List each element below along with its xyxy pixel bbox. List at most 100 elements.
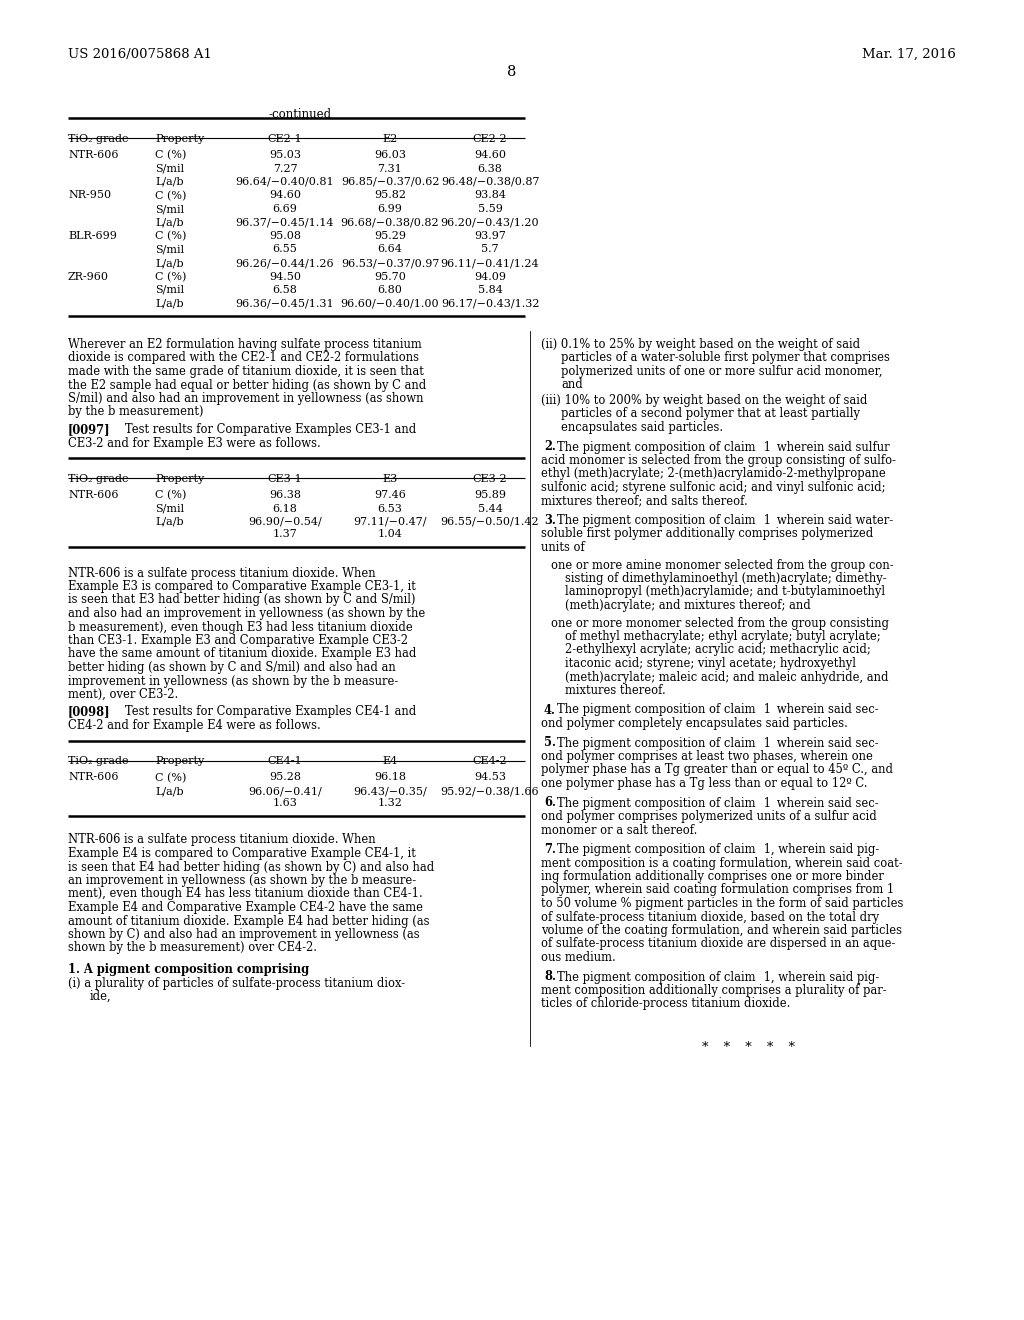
Text: The pigment composition of claim   1  wherein said sec-: The pigment composition of claim 1 where… [557, 737, 879, 750]
Text: 95.89: 95.89 [474, 490, 506, 500]
Text: TiO₂ grade: TiO₂ grade [68, 474, 128, 484]
Text: of sulfate-process titanium dioxide, based on the total dry: of sulfate-process titanium dioxide, bas… [541, 911, 880, 924]
Text: 6.58: 6.58 [272, 285, 297, 294]
Text: (i) a plurality of particles of sulfate-process titanium diox-: (i) a plurality of particles of sulfate-… [68, 977, 406, 990]
Text: and also had an improvement in yellowness (as shown by the: and also had an improvement in yellownes… [68, 607, 425, 620]
Text: 96.03: 96.03 [374, 150, 406, 160]
Text: NTR-606 is a sulfate process titanium dioxide. When: NTR-606 is a sulfate process titanium di… [68, 833, 376, 846]
Text: The pigment composition of claim   1, wherein said pig-: The pigment composition of claim 1, wher… [557, 970, 880, 983]
Text: 8.: 8. [544, 970, 556, 983]
Text: 6.: 6. [544, 796, 556, 809]
Text: ticles of chloride-process titanium dioxide.: ticles of chloride-process titanium diox… [541, 998, 791, 1011]
Text: mixtures thereof.: mixtures thereof. [565, 684, 666, 697]
Text: encapsulates said particles.: encapsulates said particles. [561, 421, 723, 434]
Text: 96.11/−0.41/1.24: 96.11/−0.41/1.24 [440, 257, 540, 268]
Text: is seen that E4 had better hiding (as shown by C) and also had: is seen that E4 had better hiding (as sh… [68, 861, 434, 874]
Text: 96.48/−0.38/0.87: 96.48/−0.38/0.87 [440, 177, 540, 187]
Text: 6.69: 6.69 [272, 205, 297, 214]
Text: of methyl methacrylate; ethyl acrylate; butyl acrylate;: of methyl methacrylate; ethyl acrylate; … [565, 630, 881, 643]
Text: 94.60: 94.60 [269, 190, 301, 201]
Text: 5.7: 5.7 [481, 244, 499, 255]
Text: L/a/b: L/a/b [155, 517, 183, 527]
Text: 94.50: 94.50 [269, 272, 301, 281]
Text: an improvement in yellowness (as shown by the b measure-: an improvement in yellowness (as shown b… [68, 874, 416, 887]
Text: Wherever an E2 formulation having sulfate process titanium: Wherever an E2 formulation having sulfat… [68, 338, 422, 351]
Text: 6.55: 6.55 [272, 244, 297, 255]
Text: L/a/b: L/a/b [155, 218, 183, 227]
Text: [0097]: [0097] [68, 422, 111, 436]
Text: amount of titanium dioxide. Example E4 had better hiding (as: amount of titanium dioxide. Example E4 h… [68, 915, 429, 928]
Text: C (%): C (%) [155, 772, 186, 783]
Text: 95.70: 95.70 [374, 272, 406, 281]
Text: 6.18: 6.18 [272, 503, 297, 513]
Text: 1.63: 1.63 [272, 799, 297, 808]
Text: (meth)acrylate; maleic acid; and maleic anhydride, and: (meth)acrylate; maleic acid; and maleic … [565, 671, 889, 684]
Text: than CE3-1. Example E3 and Comparative Example CE3-2: than CE3-1. Example E3 and Comparative E… [68, 634, 408, 647]
Text: 1.04: 1.04 [378, 529, 402, 539]
Text: 6.53: 6.53 [378, 503, 402, 513]
Text: 1.37: 1.37 [272, 529, 297, 539]
Text: The pigment composition of claim   1, wherein said pig-: The pigment composition of claim 1, wher… [557, 843, 880, 855]
Text: is seen that E3 had better hiding (as shown by C and S/mil): is seen that E3 had better hiding (as sh… [68, 594, 416, 606]
Text: CE2-1: CE2-1 [267, 135, 302, 144]
Text: The pigment composition of claim   1  wherein said sulfur: The pigment composition of claim 1 where… [557, 441, 890, 454]
Text: units of: units of [541, 541, 585, 554]
Text: 7.27: 7.27 [272, 164, 297, 173]
Text: 95.82: 95.82 [374, 190, 406, 201]
Text: 94.60: 94.60 [474, 150, 506, 160]
Text: 1.32: 1.32 [378, 799, 402, 808]
Text: polymer phase has a Tg greater than or equal to 45º C., and: polymer phase has a Tg greater than or e… [541, 763, 893, 776]
Text: 2-ethylhexyl acrylate; acrylic acid; methacrylic acid;: 2-ethylhexyl acrylate; acrylic acid; met… [565, 644, 870, 656]
Text: made with the same grade of titanium dioxide, it is seen that: made with the same grade of titanium dio… [68, 366, 424, 378]
Text: NTR-606: NTR-606 [68, 150, 119, 160]
Text: CE2-2: CE2-2 [473, 135, 507, 144]
Text: 96.64/−0.40/0.81: 96.64/−0.40/0.81 [236, 177, 334, 187]
Text: have the same amount of titanium dioxide. Example E3 had: have the same amount of titanium dioxide… [68, 648, 417, 660]
Text: Mar. 17, 2016: Mar. 17, 2016 [862, 48, 956, 61]
Text: C (%): C (%) [155, 490, 186, 500]
Text: C (%): C (%) [155, 150, 186, 160]
Text: soluble first polymer additionally comprises polymerized: soluble first polymer additionally compr… [541, 528, 873, 540]
Text: E4: E4 [382, 756, 397, 767]
Text: 94.53: 94.53 [474, 772, 506, 783]
Text: E3: E3 [382, 474, 397, 484]
Text: C (%): C (%) [155, 190, 186, 201]
Text: 95.03: 95.03 [269, 150, 301, 160]
Text: 96.55/−0.50/1.42: 96.55/−0.50/1.42 [440, 517, 540, 527]
Text: particles of a water-soluble first polymer that comprises: particles of a water-soluble first polym… [561, 351, 890, 364]
Text: CE4-2 and for Example E4 were as follows.: CE4-2 and for Example E4 were as follows… [68, 719, 321, 733]
Text: L/a/b: L/a/b [155, 257, 183, 268]
Text: Example E3 is compared to Comparative Example CE3-1, it: Example E3 is compared to Comparative Ex… [68, 579, 416, 593]
Text: L/a/b: L/a/b [155, 298, 183, 309]
Text: one or more monomer selected from the group consisting: one or more monomer selected from the gr… [551, 616, 889, 630]
Text: 96.90/−0.54/: 96.90/−0.54/ [248, 517, 322, 527]
Text: 7.: 7. [544, 843, 556, 855]
Text: 96.68/−0.38/0.82: 96.68/−0.38/0.82 [341, 218, 439, 227]
Text: ond polymer comprises polymerized units of a sulfur acid: ond polymer comprises polymerized units … [541, 810, 877, 822]
Text: (iii) 10% to 200% by weight based on the weight of said: (iii) 10% to 200% by weight based on the… [541, 393, 867, 407]
Text: CE3-1: CE3-1 [267, 474, 302, 484]
Text: the E2 sample had equal or better hiding (as shown by C and: the E2 sample had equal or better hiding… [68, 379, 426, 392]
Text: 5.: 5. [544, 737, 556, 750]
Text: CE3-2: CE3-2 [473, 474, 507, 484]
Text: 97.46: 97.46 [374, 490, 406, 500]
Text: polymer, wherein said coating formulation comprises from 1: polymer, wherein said coating formulatio… [541, 883, 894, 896]
Text: 96.06/−0.41/: 96.06/−0.41/ [248, 785, 322, 796]
Text: ous medium.: ous medium. [541, 950, 615, 964]
Text: 6.64: 6.64 [378, 244, 402, 255]
Text: 95.29: 95.29 [374, 231, 406, 242]
Text: one or more amine monomer selected from the group con-: one or more amine monomer selected from … [551, 558, 894, 572]
Text: L/a/b: L/a/b [155, 177, 183, 187]
Text: (meth)acrylate; and mixtures thereof; and: (meth)acrylate; and mixtures thereof; an… [565, 599, 811, 612]
Text: (ii) 0.1% to 25% by weight based on the weight of said: (ii) 0.1% to 25% by weight based on the … [541, 338, 860, 351]
Text: Property: Property [155, 135, 204, 144]
Text: ide,: ide, [90, 990, 112, 1003]
Text: CE4-1: CE4-1 [267, 756, 302, 767]
Text: Example E4 is compared to Comparative Example CE4-1, it: Example E4 is compared to Comparative Ex… [68, 847, 416, 861]
Text: 96.20/−0.43/1.20: 96.20/−0.43/1.20 [440, 218, 540, 227]
Text: ZR-960: ZR-960 [68, 272, 109, 281]
Text: 94.09: 94.09 [474, 272, 506, 281]
Text: *   *   *   *   *: * * * * * [701, 1041, 795, 1053]
Text: acid monomer is selected from the group consisting of sulfo-: acid monomer is selected from the group … [541, 454, 896, 467]
Text: 96.37/−0.45/1.14: 96.37/−0.45/1.14 [236, 218, 334, 227]
